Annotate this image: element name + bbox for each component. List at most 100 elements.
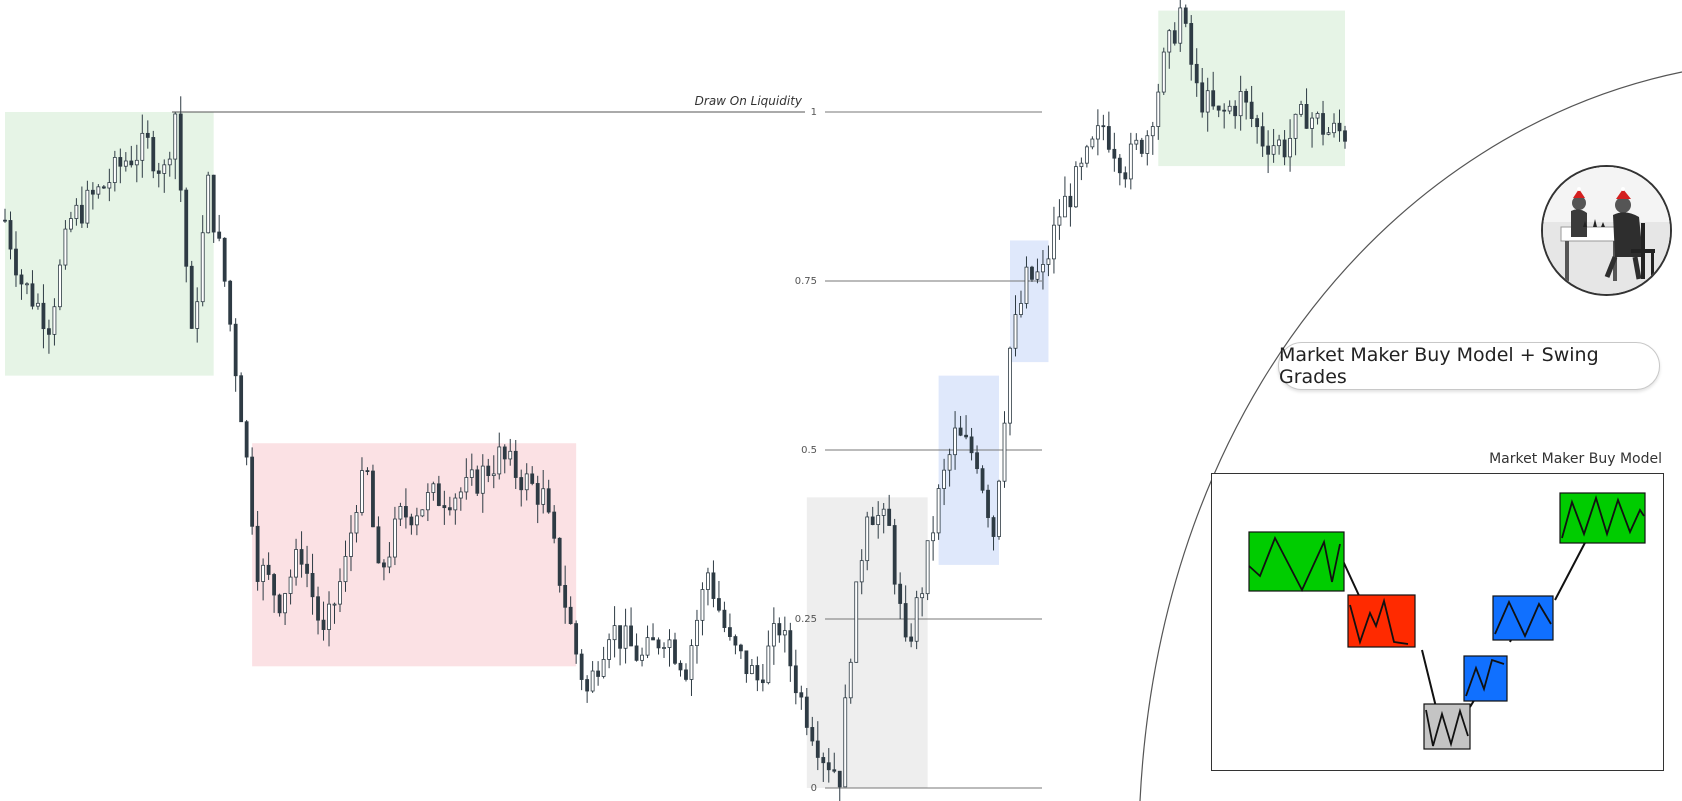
candle [371, 464, 375, 528]
candle [316, 586, 320, 635]
candle [1139, 137, 1144, 158]
candle [612, 606, 617, 658]
candle [623, 608, 628, 664]
candle [217, 214, 222, 242]
candle [360, 457, 364, 516]
fib-label-0.75: 0.75 [795, 276, 817, 287]
candle [766, 630, 771, 685]
candle [354, 504, 359, 543]
candle [1134, 133, 1139, 151]
candle [447, 496, 452, 516]
fib-label-1: 1 [811, 107, 817, 118]
fib-label-0.5: 0.5 [801, 445, 817, 456]
candle [79, 186, 84, 228]
candle [1002, 411, 1007, 488]
candle [969, 427, 974, 461]
candle [420, 509, 425, 518]
candle [1222, 103, 1227, 129]
zone-buy-side-consolidation-1 [938, 375, 1000, 565]
candle [1282, 130, 1287, 166]
model-diagram-caption: Market Maker Buy Model [1489, 451, 1662, 467]
candle [887, 494, 892, 526]
candle [651, 623, 655, 641]
candle [689, 639, 694, 696]
arc-separator [1139, 71, 1682, 801]
candle [1249, 85, 1254, 128]
candle [387, 542, 392, 574]
candle [601, 646, 606, 679]
candle [991, 515, 996, 551]
candle [162, 159, 167, 193]
candle [288, 569, 293, 605]
candle [1233, 100, 1238, 129]
candle [656, 637, 661, 655]
candle [1266, 130, 1271, 174]
candle [931, 516, 936, 561]
candle [1106, 111, 1111, 153]
candle [1073, 161, 1078, 208]
candle [497, 432, 502, 480]
candle [848, 658, 853, 704]
blue-block-large-zigzag [1494, 599, 1552, 639]
candle [1150, 121, 1155, 155]
candle [403, 488, 408, 529]
candle [634, 633, 639, 662]
candle [1178, 0, 1183, 52]
candle [1123, 166, 1128, 188]
candle [1189, 15, 1194, 81]
candle [837, 770, 842, 801]
candle [1024, 256, 1029, 309]
candle [228, 279, 233, 332]
candle [1052, 206, 1056, 274]
candle [640, 647, 644, 667]
fib-levels: 1 0.75 0.5 0.25 0 Draw On Liquidity [172, 94, 1042, 794]
candle [376, 516, 381, 564]
candle [667, 629, 672, 667]
candle [876, 501, 881, 539]
candle [431, 481, 436, 501]
candle [58, 259, 62, 311]
candle [1288, 119, 1292, 172]
candle [244, 419, 249, 466]
chess-players-photo-icon [1543, 167, 1670, 294]
candle [563, 565, 568, 624]
candles-layer [3, 0, 1347, 801]
candle [1321, 100, 1325, 146]
candle [1090, 136, 1095, 150]
candle [41, 284, 46, 349]
candle [255, 510, 260, 591]
candle [123, 152, 128, 172]
candle [365, 467, 370, 476]
candle [1008, 346, 1012, 436]
candle [250, 447, 255, 535]
candle [1227, 100, 1232, 115]
candle [865, 511, 870, 571]
candle [266, 552, 271, 580]
fib-label-0: 0 [811, 783, 817, 794]
candle [1244, 88, 1249, 120]
candle [107, 168, 112, 202]
candle [568, 596, 573, 625]
green-block-right-zigzag [1561, 495, 1645, 539]
candle [222, 237, 227, 287]
candle [1299, 100, 1303, 117]
candle [964, 415, 968, 440]
candle [914, 590, 919, 650]
candle [167, 151, 172, 177]
candle [19, 269, 24, 300]
candle [920, 587, 925, 617]
candle [1057, 199, 1062, 240]
candle [618, 625, 622, 666]
candle [579, 649, 584, 691]
candle [96, 184, 101, 199]
candle [1095, 109, 1100, 156]
fib-label-0.25: 0.25 [795, 614, 817, 625]
avatar [1541, 165, 1672, 296]
candle [1128, 132, 1133, 190]
candle [178, 96, 183, 203]
blue-block-small-zigzag [1465, 658, 1505, 697]
candle [1041, 250, 1045, 290]
candle [1145, 130, 1150, 166]
candle [200, 215, 205, 307]
